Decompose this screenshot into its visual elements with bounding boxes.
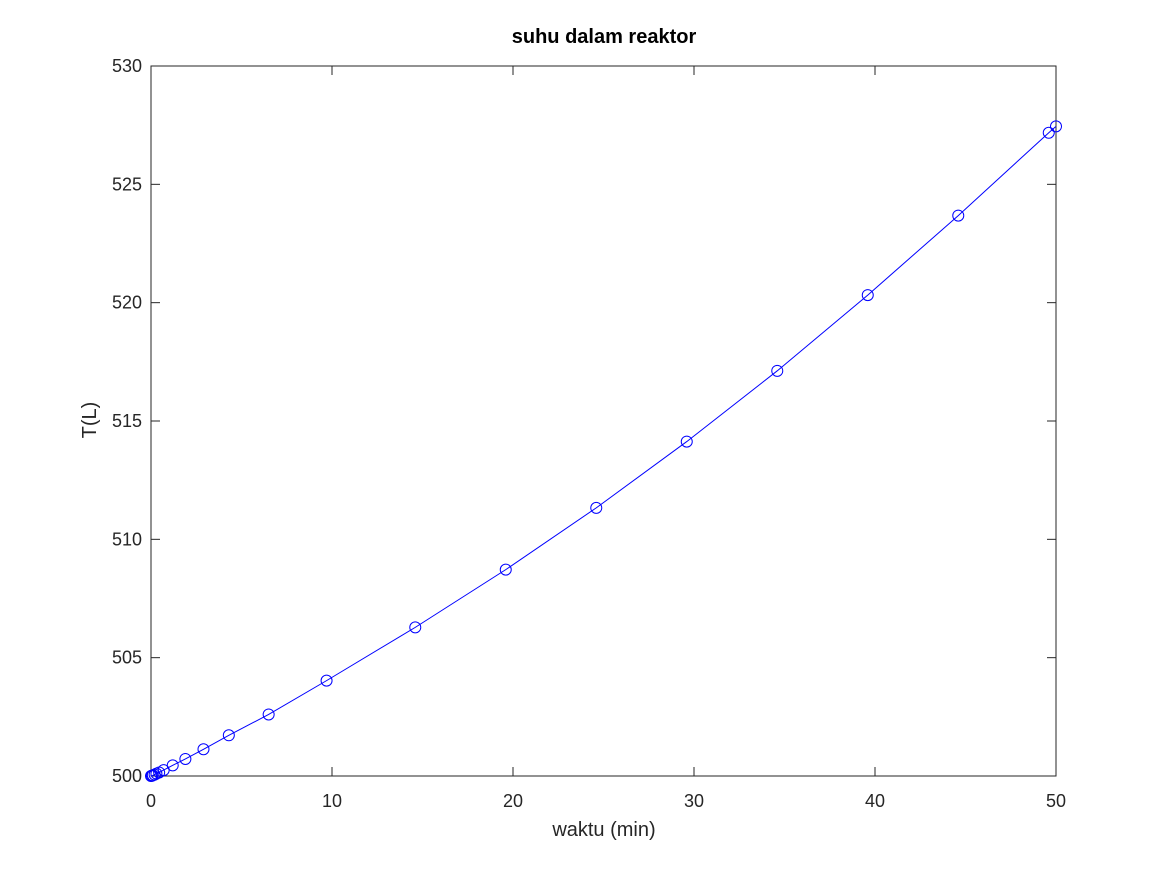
y-tick-label: 530 — [112, 56, 142, 76]
data-point-marker — [952, 209, 965, 222]
data-point-marker — [222, 729, 235, 742]
data-point-marker — [1042, 126, 1055, 139]
x-axis-label: waktu (min) — [551, 819, 655, 841]
x-tick-label: 20 — [503, 791, 523, 811]
chart-title: suhu dalam reaktor — [512, 26, 697, 48]
x-tick-label: 30 — [684, 791, 704, 811]
data-point-marker — [409, 621, 422, 634]
data-point-marker — [1050, 120, 1062, 133]
data-point-marker — [166, 759, 179, 772]
y-tick-label: 525 — [112, 174, 142, 194]
y-tick-label: 510 — [112, 529, 142, 549]
x-tick-label: 10 — [322, 791, 342, 811]
data-point-marker — [680, 435, 693, 448]
data-point-marker — [262, 708, 275, 721]
data-point-marker — [197, 743, 210, 756]
y-tick-label: 505 — [112, 648, 142, 668]
x-tick-label: 0 — [146, 791, 156, 811]
y-tick-label: 520 — [112, 293, 142, 313]
y-tick-label: 515 — [112, 411, 142, 431]
data-point-marker — [179, 752, 192, 765]
data-point-marker — [499, 563, 512, 576]
y-axis-label: T(L) — [79, 402, 101, 439]
series-line — [150, 125, 1057, 777]
data-point-marker — [771, 364, 784, 377]
x-tick-label: 40 — [865, 791, 885, 811]
data-point-marker — [320, 674, 333, 687]
data-point-marker — [861, 289, 874, 302]
data-point-marker — [590, 501, 603, 514]
plot-area: 0 10 20 30 40 50 500 505 510 515 520 525 530 — [112, 56, 1066, 811]
y-tick-label: 500 — [112, 766, 142, 786]
x-tick-label: 50 — [1046, 791, 1066, 811]
